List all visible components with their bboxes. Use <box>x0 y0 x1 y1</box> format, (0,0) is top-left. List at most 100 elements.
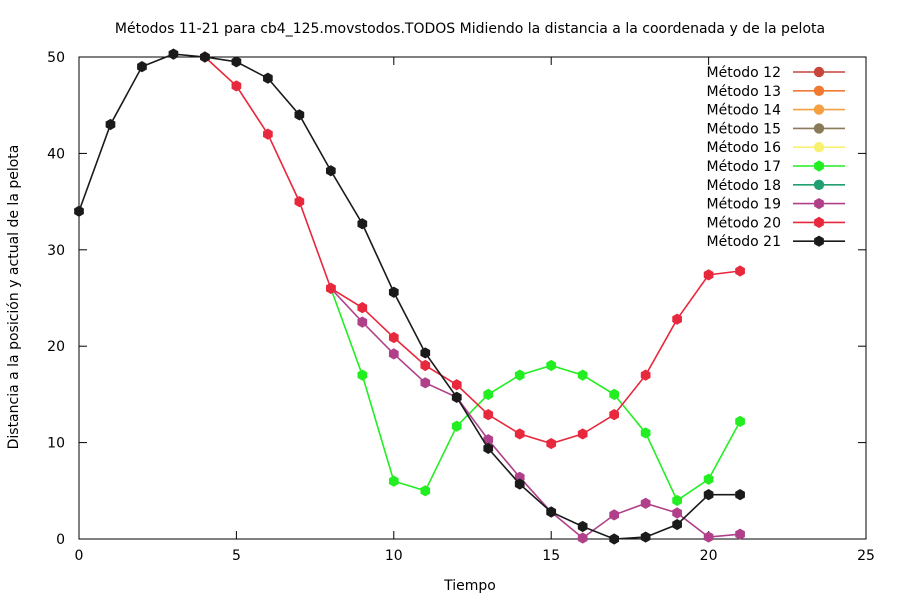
data-point <box>483 409 494 421</box>
x-tick-label: 0 <box>75 548 84 564</box>
data-point <box>514 369 525 381</box>
series-line <box>204 56 741 445</box>
y-axis-label: Distancia a la posición y actual de la p… <box>6 145 22 450</box>
data-point <box>294 196 305 208</box>
data-point <box>735 415 745 427</box>
data-point <box>451 379 462 391</box>
data-point <box>388 331 399 344</box>
series-metodo-7 <box>325 282 745 544</box>
chart-title: Métodos 11-21 para cb4_125.movstodos.TOD… <box>115 21 825 37</box>
data-point <box>514 428 525 440</box>
data-point <box>357 369 368 381</box>
x-axis-label: Tiempo <box>443 578 496 594</box>
data-point <box>231 80 242 92</box>
plot-frame <box>78 56 867 540</box>
data-point <box>420 377 431 389</box>
data-point <box>703 473 714 485</box>
legend-label: Método 20 <box>707 215 781 231</box>
data-point <box>609 388 620 400</box>
series-line <box>78 53 741 540</box>
data-point <box>735 528 745 540</box>
legend-marker <box>814 216 824 228</box>
data-point <box>231 56 242 68</box>
data-point <box>137 61 147 73</box>
data-point <box>640 369 651 381</box>
series-line <box>330 287 741 540</box>
data-point <box>388 475 399 487</box>
data-point <box>609 533 620 545</box>
series-metodo-9 <box>74 48 745 545</box>
data-point <box>483 388 494 400</box>
data-point <box>294 109 305 121</box>
data-point <box>735 489 745 501</box>
legend-label: Método 13 <box>707 84 781 100</box>
data-point <box>577 428 588 440</box>
data-point <box>325 165 336 177</box>
y-axis-ticks: 0 10 20 30 40 50 <box>47 50 866 548</box>
data-point <box>546 359 557 372</box>
data-point <box>577 532 588 544</box>
data-point <box>609 509 620 521</box>
legend-label: Método 14 <box>707 103 782 119</box>
series-metodo-5 <box>325 282 745 507</box>
legend-marker <box>814 235 824 247</box>
data-point <box>263 72 273 84</box>
x-tick-label: 10 <box>385 548 403 564</box>
data-point <box>74 205 84 217</box>
y-tick-label: 50 <box>47 50 65 66</box>
series-line <box>330 288 741 502</box>
data-point <box>546 437 557 450</box>
data-point <box>735 265 745 277</box>
data-point <box>672 494 682 507</box>
legend: Método 12 Método 13 Método 14 Método 15 Méto… <box>707 65 845 250</box>
data-point <box>325 282 336 294</box>
legend-marker <box>814 198 824 210</box>
data-point <box>388 348 399 360</box>
y-tick-label: 20 <box>47 339 65 355</box>
legend-marker <box>813 66 825 78</box>
legend-label: Método 19 <box>707 197 781 213</box>
data-point <box>420 359 431 372</box>
plot-border <box>78 56 867 540</box>
data-point <box>703 489 714 501</box>
y-tick-label: 10 <box>47 436 65 452</box>
legend-label: Método 18 <box>707 178 781 194</box>
data-point <box>105 118 116 131</box>
legend-marker <box>813 123 825 134</box>
data-point <box>703 531 714 543</box>
data-point <box>577 369 588 381</box>
data-point <box>420 485 431 497</box>
y-tick-label: 40 <box>47 146 65 162</box>
legend-label: Método 21 <box>707 234 781 250</box>
legend-marker <box>813 85 825 97</box>
data-point <box>357 302 368 314</box>
legend-label: Método 15 <box>707 121 781 137</box>
data-point <box>451 420 462 432</box>
data-point <box>388 286 399 298</box>
x-tick-label: 5 <box>232 548 241 564</box>
data-point <box>263 128 273 140</box>
legend-label: Método 16 <box>707 140 782 156</box>
data-point <box>357 316 368 328</box>
data-point <box>483 434 494 446</box>
data-point <box>640 497 651 509</box>
data-point <box>483 442 494 454</box>
data-point <box>200 51 210 63</box>
data-point <box>672 313 682 325</box>
data-point <box>420 347 431 359</box>
series-metodo-8 <box>200 51 745 450</box>
legend-marker <box>813 104 825 115</box>
data-point <box>451 391 462 403</box>
x-tick-label: 25 <box>857 548 875 564</box>
data-point <box>672 507 682 519</box>
data-point <box>168 48 179 60</box>
data-point <box>609 409 620 421</box>
data-point <box>703 269 714 281</box>
x-tick-label: 15 <box>542 548 560 564</box>
data-point <box>577 520 588 533</box>
data-point <box>672 518 682 531</box>
legend-label: Método 17 <box>707 159 781 175</box>
y-tick-label: 0 <box>56 532 65 548</box>
legend-marker <box>814 160 824 172</box>
